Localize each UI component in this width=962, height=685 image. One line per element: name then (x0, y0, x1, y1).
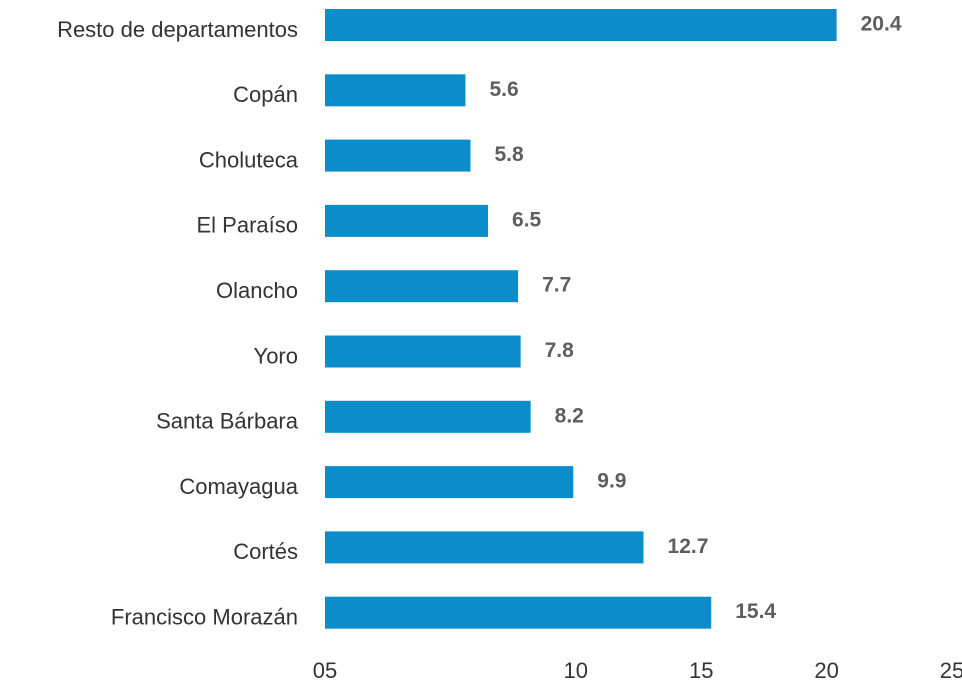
value-label: 20.4 (861, 13, 902, 36)
value-label: 7.8 (545, 339, 575, 362)
bar (325, 400, 531, 433)
value-label: 15.4 (735, 600, 776, 623)
bar (325, 270, 519, 303)
y-tick-label: Comayagua (179, 474, 298, 499)
y-tick-label: Olancho (216, 278, 298, 303)
bar (325, 74, 466, 107)
value-label: 9.9 (597, 470, 626, 493)
x-tick-label: 15 (689, 658, 713, 683)
y-tick-label: El Paraíso (197, 213, 299, 238)
y-tick-label: Francisco Morazán (111, 605, 298, 630)
bar (325, 466, 574, 499)
value-label: 5.8 (494, 143, 524, 166)
bar (325, 531, 644, 564)
y-tick-label: Santa Bárbara (156, 409, 299, 434)
value-label: 6.5 (512, 208, 542, 231)
y-tick-label: Resto de departamentos (57, 17, 298, 42)
y-tick-label: Choluteca (199, 147, 299, 172)
value-label: 5.6 (489, 78, 518, 101)
x-tick-label: 25 (940, 658, 962, 683)
x-tick-label: 10 (564, 658, 588, 683)
value-label: 7.7 (542, 274, 571, 297)
x-tick-label: 05 (313, 658, 337, 683)
bar (325, 204, 489, 237)
y-tick-label: Yoro (254, 343, 298, 368)
y-tick-label: Cortés (233, 539, 298, 564)
bar (325, 596, 712, 629)
y-tick-label: Copán (233, 82, 298, 107)
bar (325, 9, 837, 41)
x-tick-label: 20 (814, 658, 838, 683)
bar (325, 139, 471, 172)
value-label: 8.2 (555, 404, 584, 427)
value-label: 12.7 (668, 535, 709, 558)
bar (325, 335, 521, 368)
